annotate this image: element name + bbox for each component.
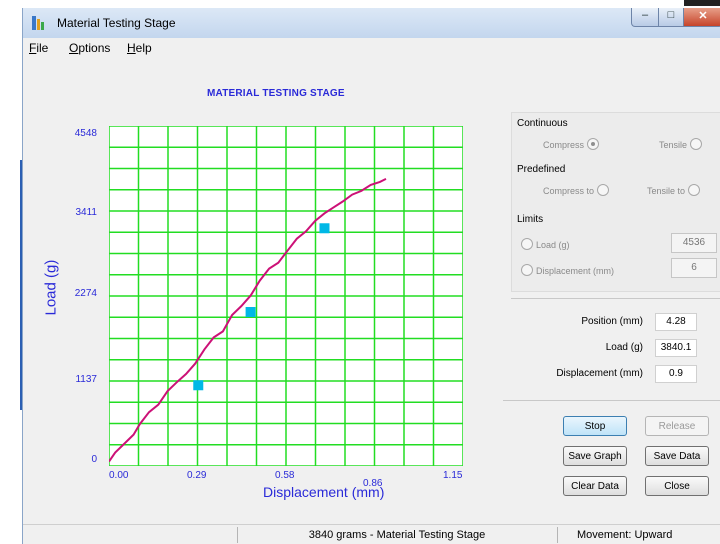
menu-help-accel: H	[127, 41, 136, 55]
x-tick-label: 0.58	[275, 470, 295, 481]
menu-bar: File Options Help	[23, 38, 720, 58]
app-icon	[32, 16, 44, 30]
menu-help[interactable]: Help	[127, 41, 152, 55]
separator	[511, 298, 720, 299]
continuous-tensile-option[interactable]: Tensile	[659, 138, 703, 150]
limit-load-radio[interactable]	[521, 238, 533, 250]
tensile-to-option[interactable]: Tensile to	[647, 184, 701, 196]
limit-displacement-label: Displacement (mm)	[536, 266, 615, 276]
status-bar: 3840 grams - Material Testing Stage Move…	[23, 524, 720, 544]
limit-displacement-radio[interactable]	[521, 264, 533, 276]
x-axis-label: Displacement (mm)	[263, 484, 385, 500]
chart-markers	[193, 223, 330, 391]
y-axis-label: Load (g)	[42, 259, 60, 316]
close-button[interactable]: Close	[645, 476, 709, 496]
close-window-button[interactable]: ✕	[683, 8, 720, 27]
data-marker	[319, 223, 330, 234]
clear-data-button[interactable]: Clear Data	[563, 476, 627, 496]
desktop-corner	[684, 0, 720, 6]
menu-help-label: elp	[135, 41, 152, 55]
menu-options-accel: O	[69, 41, 79, 55]
y-tick-label: 2274	[74, 288, 97, 299]
load-series-line	[109, 178, 387, 463]
menu-options-label: ptions	[78, 41, 111, 55]
desktop-accent	[20, 160, 22, 410]
y-tick-label: 1137	[75, 374, 97, 385]
menu-file[interactable]: File	[29, 41, 48, 55]
window-title: Material Testing Stage	[57, 16, 176, 30]
separator	[503, 400, 720, 401]
continuous-tensile-radio[interactable]	[690, 138, 703, 150]
close-icon: ✕	[698, 10, 708, 22]
limits-heading: Limits	[517, 214, 544, 225]
compress-to-radio[interactable]	[597, 184, 610, 196]
minimize-icon: –	[641, 9, 649, 21]
menu-file-accel: F	[29, 41, 37, 55]
x-tick-label: 0.29	[187, 470, 207, 481]
chart-grid	[109, 126, 463, 466]
y-tick-label: 0	[91, 454, 97, 465]
continuous-tensile-label: Tensile	[659, 140, 688, 150]
window-controls: – □ ✕	[631, 8, 720, 28]
chart-plot	[109, 126, 463, 466]
y-tick-label: 4548	[74, 128, 97, 139]
limit-load-option[interactable]: Load (g)	[521, 238, 570, 250]
continuous-compress-radio[interactable]	[587, 138, 600, 150]
status-divider	[237, 527, 238, 543]
save-data-button[interactable]: Save Data	[645, 446, 709, 466]
data-marker	[245, 306, 256, 317]
app-window: Material Testing Stage – □ ✕ File Option…	[22, 8, 720, 544]
status-divider	[557, 527, 558, 543]
limit-load-label: Load (g)	[536, 240, 570, 250]
position-label: Position (mm)	[581, 316, 643, 327]
displacement-value: 0.9	[655, 365, 697, 383]
desktop-edge	[0, 0, 22, 544]
predefined-heading: Predefined	[517, 164, 566, 175]
limit-load-input[interactable]: 4536	[671, 233, 717, 253]
tensile-to-label: Tensile to	[647, 186, 686, 196]
displacement-label: Displacement (mm)	[556, 368, 643, 379]
continuous-compress-option[interactable]: Compress	[543, 138, 600, 150]
position-value: 4.28	[655, 313, 697, 331]
chart-title: MATERIAL TESTING STAGE	[207, 88, 345, 99]
x-tick-label: 1.15	[443, 470, 463, 481]
x-tick-label: 0.86	[363, 478, 383, 489]
minimize-button[interactable]: –	[631, 8, 659, 27]
compress-to-option[interactable]: Compress to	[543, 184, 610, 196]
release-button[interactable]: Release	[645, 416, 709, 436]
x-tick-label: 0.00	[109, 470, 129, 481]
load-value: 3840.1	[655, 339, 697, 357]
save-graph-button[interactable]: Save Graph	[563, 446, 627, 466]
limit-displacement-option[interactable]: Displacement (mm)	[521, 264, 614, 276]
continuous-heading: Continuous	[517, 118, 568, 129]
maximize-button[interactable]: □	[658, 8, 684, 27]
menu-options[interactable]: Options	[69, 41, 110, 55]
compress-to-label: Compress to	[543, 186, 595, 196]
continuous-compress-label: Compress	[543, 140, 585, 150]
load-label: Load (g)	[605, 342, 643, 353]
data-marker	[193, 380, 204, 391]
tensile-to-radio[interactable]	[688, 184, 701, 196]
status-message: 3840 grams - Material Testing Stage	[308, 529, 486, 541]
maximize-icon: □	[667, 9, 675, 21]
title-bar[interactable]: Material Testing Stage – □ ✕	[23, 8, 720, 38]
status-movement: Movement: Upward	[577, 529, 673, 541]
menu-file-label: ile	[36, 41, 49, 55]
y-tick-label: 3411	[75, 207, 97, 218]
stop-button[interactable]: Stop	[563, 416, 627, 436]
limit-displacement-input[interactable]: 6	[671, 258, 717, 278]
